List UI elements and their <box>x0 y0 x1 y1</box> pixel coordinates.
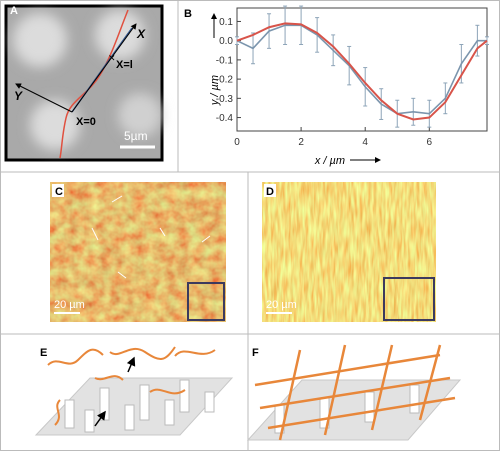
y-tick-label: 0.0 <box>219 36 233 47</box>
y-axis-label: y / µm <box>209 75 221 106</box>
point-label: X=0 <box>76 116 96 128</box>
inset <box>187 282 225 321</box>
panel-label: A <box>10 5 18 17</box>
cell-contour <box>59 9 129 159</box>
x-axis-label: x / µm <box>314 155 345 167</box>
cross: ✕ <box>108 53 116 63</box>
arrow <box>126 356 136 373</box>
panel-label: B <box>184 8 192 20</box>
panel-e: E <box>34 346 234 436</box>
label-box <box>52 184 64 197</box>
label-box <box>264 184 276 197</box>
panel-d: D 20 µm <box>262 182 436 322</box>
y-tick-label: -0.2 <box>216 75 234 86</box>
x-tick-label: 0 <box>234 137 240 148</box>
x-label: X <box>136 27 146 41</box>
y-tick-label: -0.1 <box>216 55 234 66</box>
scale-label: 20 µm <box>266 299 297 311</box>
scale-label: 5µm <box>124 129 148 143</box>
x-tick-label: 2 <box>298 137 304 148</box>
series-line <box>236 22 488 121</box>
panel-label: C <box>55 186 63 198</box>
x-tick-label: 6 <box>427 137 433 148</box>
panel-a: ✕ A X Y X=l X=0 5µm <box>4 4 164 162</box>
y-axis-arrow <box>15 83 73 113</box>
panel-f: F <box>246 344 462 441</box>
series-line <box>236 24 487 115</box>
y-tick-label: -0.4 <box>216 113 234 124</box>
panel-label: D <box>266 186 274 198</box>
fibers <box>47 346 216 426</box>
fibers <box>254 344 456 441</box>
micrograph <box>50 182 226 322</box>
arrow <box>94 410 106 427</box>
y-tick-label: 0.1 <box>219 17 233 28</box>
panel-label: F <box>252 347 259 359</box>
inset <box>383 277 435 321</box>
panel-label: E <box>40 347 47 359</box>
micrograph <box>262 182 436 322</box>
pillars <box>64 379 215 433</box>
y-tick-label: -0.3 <box>216 94 234 105</box>
x-axis-arrow <box>71 23 137 113</box>
scale-label: 20 µm <box>54 299 85 311</box>
plot-frame <box>236 7 488 132</box>
panel-b: B -0.4 -0.3 -0.2 -0.1 0.0 0.1 0 2 4 6 x / µm y / µm <box>184 5 489 167</box>
x-tick-label: 4 <box>362 137 368 148</box>
arrows <box>91 195 211 279</box>
panel-c: C 20 µm <box>50 182 226 322</box>
y-label: Y <box>14 89 23 103</box>
point-label: X=l <box>116 59 133 71</box>
substrate <box>246 379 462 441</box>
